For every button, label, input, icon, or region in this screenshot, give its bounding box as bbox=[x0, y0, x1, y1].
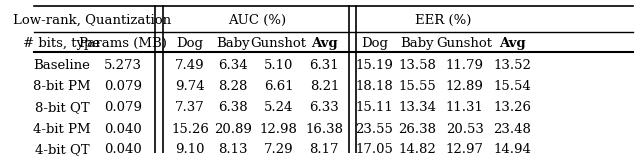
Text: # bits, type: # bits, type bbox=[24, 37, 100, 50]
Text: 12.97: 12.97 bbox=[445, 143, 484, 156]
Text: 20.89: 20.89 bbox=[214, 123, 252, 136]
Text: EER (%): EER (%) bbox=[415, 14, 472, 27]
Text: Baby: Baby bbox=[216, 37, 250, 50]
Text: 7.29: 7.29 bbox=[264, 143, 293, 156]
Text: Gunshot: Gunshot bbox=[436, 37, 493, 50]
Text: Gunshot: Gunshot bbox=[251, 37, 307, 50]
Text: 13.58: 13.58 bbox=[398, 59, 436, 72]
Text: 17.05: 17.05 bbox=[355, 143, 394, 156]
Text: 0.040: 0.040 bbox=[104, 143, 142, 156]
Text: 26.38: 26.38 bbox=[398, 123, 436, 136]
Text: 5.24: 5.24 bbox=[264, 101, 293, 114]
Text: 8.21: 8.21 bbox=[310, 79, 339, 93]
Text: 0.079: 0.079 bbox=[104, 79, 142, 93]
Text: 14.82: 14.82 bbox=[398, 143, 436, 156]
Text: 11.31: 11.31 bbox=[445, 101, 484, 114]
Text: 12.98: 12.98 bbox=[260, 123, 298, 136]
Text: 6.38: 6.38 bbox=[218, 101, 248, 114]
Text: 0.079: 0.079 bbox=[104, 101, 142, 114]
Text: 8-bit PM: 8-bit PM bbox=[33, 79, 91, 93]
Text: 12.89: 12.89 bbox=[445, 79, 484, 93]
Text: 23.48: 23.48 bbox=[493, 123, 531, 136]
Text: 8.17: 8.17 bbox=[310, 143, 339, 156]
Text: 8.28: 8.28 bbox=[218, 79, 248, 93]
Text: 6.31: 6.31 bbox=[310, 59, 339, 72]
Text: 6.34: 6.34 bbox=[218, 59, 248, 72]
Text: 4-bit QT: 4-bit QT bbox=[35, 143, 89, 156]
Text: 13.34: 13.34 bbox=[398, 101, 436, 114]
Text: 23.55: 23.55 bbox=[355, 123, 394, 136]
Text: 0.040: 0.040 bbox=[104, 123, 142, 136]
Text: Baby: Baby bbox=[400, 37, 434, 50]
Text: 15.11: 15.11 bbox=[355, 101, 393, 114]
Text: 15.19: 15.19 bbox=[355, 59, 394, 72]
Text: Dog: Dog bbox=[177, 37, 204, 50]
Text: Avg: Avg bbox=[311, 37, 338, 50]
Text: Params (MB): Params (MB) bbox=[79, 37, 167, 50]
Text: 15.54: 15.54 bbox=[493, 79, 531, 93]
Text: 4-bit PM: 4-bit PM bbox=[33, 123, 91, 136]
Text: 5.10: 5.10 bbox=[264, 59, 293, 72]
Text: 9.10: 9.10 bbox=[175, 143, 205, 156]
Text: 5.273: 5.273 bbox=[104, 59, 142, 72]
Text: 15.55: 15.55 bbox=[398, 79, 436, 93]
Text: 6.33: 6.33 bbox=[310, 101, 339, 114]
Text: 9.74: 9.74 bbox=[175, 79, 205, 93]
Text: 20.53: 20.53 bbox=[445, 123, 484, 136]
Text: 14.94: 14.94 bbox=[493, 143, 531, 156]
Text: Dog: Dog bbox=[361, 37, 388, 50]
Text: 13.52: 13.52 bbox=[493, 59, 531, 72]
Text: 8-bit QT: 8-bit QT bbox=[35, 101, 89, 114]
Text: 11.79: 11.79 bbox=[445, 59, 484, 72]
Text: 8.13: 8.13 bbox=[218, 143, 248, 156]
Text: Low-rank, Quantization: Low-rank, Quantization bbox=[13, 14, 172, 27]
Text: 16.38: 16.38 bbox=[305, 123, 343, 136]
Text: Baseline: Baseline bbox=[33, 59, 90, 72]
Text: 7.37: 7.37 bbox=[175, 101, 205, 114]
Text: Avg: Avg bbox=[499, 37, 525, 50]
Text: 18.18: 18.18 bbox=[355, 79, 393, 93]
Text: AUC (%): AUC (%) bbox=[228, 14, 286, 27]
Text: 15.26: 15.26 bbox=[171, 123, 209, 136]
Text: 7.49: 7.49 bbox=[175, 59, 205, 72]
Text: 13.26: 13.26 bbox=[493, 101, 531, 114]
Text: 6.61: 6.61 bbox=[264, 79, 293, 93]
